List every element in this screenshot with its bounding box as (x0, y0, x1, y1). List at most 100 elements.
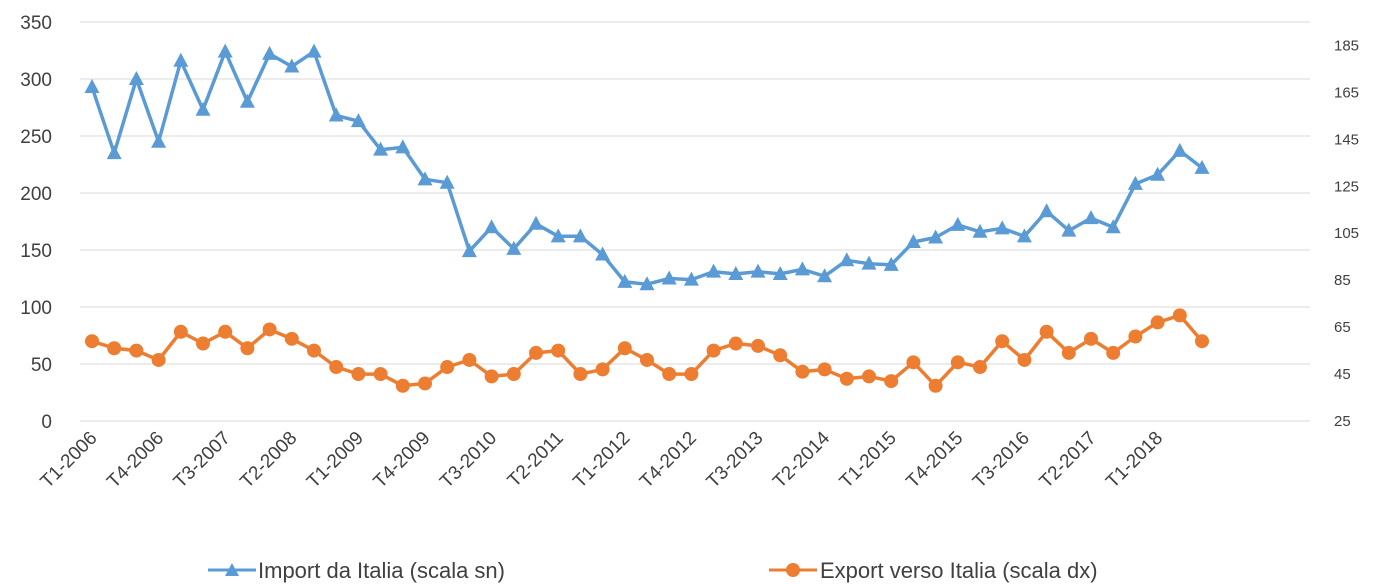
legend-swatch-import-marker (225, 563, 239, 576)
x-tick-label: T2-2017 (1036, 428, 1101, 493)
data-point (617, 341, 632, 356)
data-point (528, 215, 544, 230)
data-point (972, 223, 988, 238)
data-point (683, 271, 699, 286)
x-tick-label: T3-2016 (969, 428, 1034, 493)
data-point (85, 334, 99, 349)
left-tick-label: 200 (20, 184, 52, 205)
data-point (351, 367, 366, 382)
right-axis-tick-labels: 25 45 65 85 105 125 145 165 185 (1334, 37, 1359, 430)
data-point (1194, 159, 1210, 174)
x-tick-label: T4-2006 (103, 428, 168, 493)
data-point (395, 139, 411, 154)
data-point (1083, 210, 1099, 225)
legend-swatch-export-marker (786, 563, 800, 577)
legend-label-export: Export verso Italia (scala dx) (820, 558, 1098, 583)
data-point (417, 171, 433, 186)
data-point (240, 341, 255, 356)
x-tick-label: T2-2008 (236, 428, 301, 493)
legend: Import da Italia (scala sn) Export verso… (208, 558, 1098, 583)
x-tick-label: T4-2009 (370, 428, 435, 493)
data-point (84, 78, 100, 93)
data-point (1150, 315, 1165, 330)
left-tick-label: 150 (20, 241, 52, 262)
data-point (1039, 324, 1054, 339)
data-point (639, 276, 655, 291)
x-tick-label: T1-2015 (836, 428, 901, 493)
data-point (1061, 222, 1077, 237)
data-point (306, 43, 322, 58)
right-tick-label: 125 (1334, 178, 1359, 195)
data-point (773, 348, 788, 363)
series-export (85, 308, 1209, 393)
left-tick-label: 250 (20, 127, 52, 148)
x-tick-label: T4-2012 (636, 428, 701, 493)
x-tick-label: T2-2014 (769, 427, 834, 492)
x-tick-label: T3-2010 (436, 428, 501, 493)
right-tick-label: 25 (1334, 413, 1351, 430)
data-point (129, 343, 144, 358)
data-point (1195, 334, 1209, 349)
legend-item-import: Import da Italia (scala sn) (208, 558, 505, 583)
data-point (218, 324, 233, 339)
series-export-line (91, 313, 1204, 388)
data-point (328, 107, 344, 122)
data-point (196, 336, 210, 351)
data-point (173, 324, 188, 339)
data-point (1061, 345, 1076, 360)
data-point (329, 360, 344, 375)
data-point (751, 338, 765, 353)
data-point (640, 352, 654, 367)
data-point (595, 362, 610, 377)
legend-label-import: Import da Italia (scala sn) (258, 558, 505, 583)
data-point (1039, 203, 1055, 218)
left-tick-label: 300 (20, 70, 52, 91)
x-tick-label: T1-2006 (37, 428, 102, 493)
data-point (617, 273, 633, 288)
data-point (1150, 166, 1166, 181)
data-point (307, 343, 321, 358)
data-point (772, 265, 788, 280)
data-point (728, 336, 743, 351)
data-point (883, 256, 899, 271)
data-point (262, 45, 278, 60)
data-point (195, 101, 211, 116)
x-tick-label: T1-2009 (303, 428, 368, 493)
data-point (484, 369, 499, 384)
data-point (440, 360, 455, 375)
series-import (84, 43, 1210, 291)
data-point (706, 263, 722, 278)
data-point (506, 367, 521, 382)
data-point (1172, 142, 1188, 157)
data-point (1172, 308, 1187, 323)
x-axis-tick-labels: T1-2006 T4-2006 T3-2007 T2-2008 T1-2009 T4-20… (37, 427, 1167, 492)
data-point (239, 93, 255, 108)
data-point (484, 219, 500, 234)
data-point (572, 228, 588, 243)
data-point (995, 334, 1010, 349)
data-point (950, 355, 965, 370)
data-point (1128, 329, 1143, 344)
data-point (884, 374, 899, 389)
left-tick-label: 50 (31, 355, 52, 376)
data-point (350, 113, 366, 128)
data-point (1017, 352, 1032, 367)
gridlines (80, 21, 1310, 422)
data-point (684, 367, 699, 382)
data-point (706, 343, 721, 358)
data-point (373, 367, 388, 382)
data-point (151, 133, 167, 148)
left-tick-label: 0 (41, 412, 52, 433)
data-point (550, 228, 566, 243)
data-point (973, 360, 987, 375)
data-point (262, 322, 277, 337)
x-tick-label: T2-2011 (504, 428, 568, 492)
data-point (106, 145, 122, 160)
data-point (373, 141, 389, 156)
data-point (950, 216, 966, 231)
data-point (994, 220, 1010, 235)
data-point (662, 367, 677, 382)
data-point (906, 355, 921, 370)
data-point (284, 58, 300, 73)
